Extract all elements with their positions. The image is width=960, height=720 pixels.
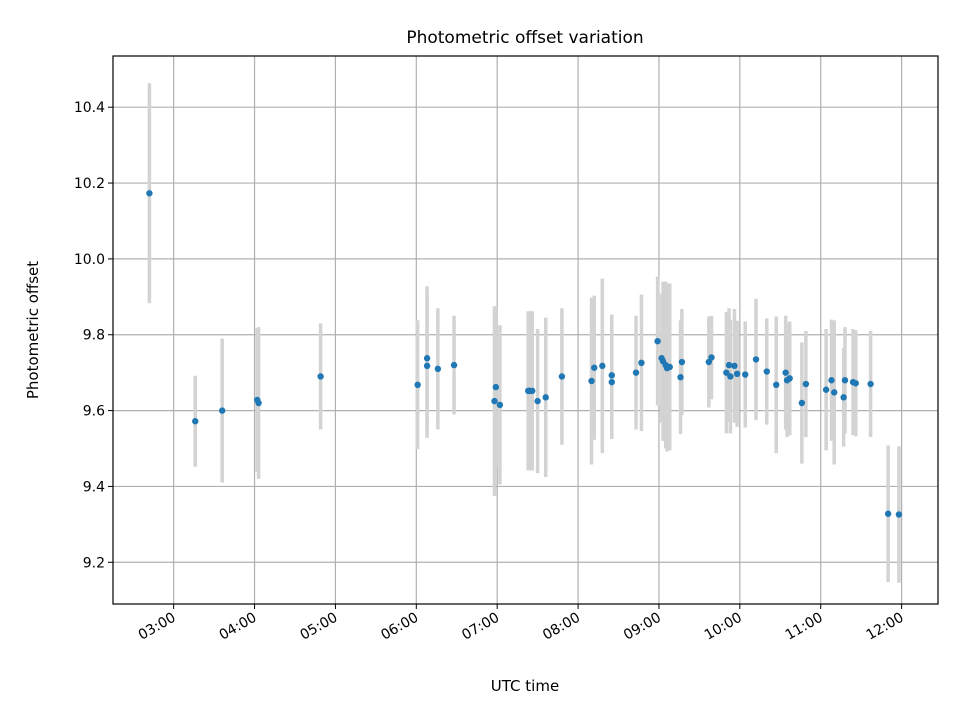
data-point <box>727 373 734 380</box>
data-point <box>763 368 770 375</box>
plot-frame <box>112 55 939 605</box>
y-axis-label: Photometric offset <box>24 261 42 399</box>
data-point <box>317 373 324 380</box>
data-point <box>895 511 903 518</box>
data-point <box>725 361 733 369</box>
data-point <box>423 355 431 362</box>
chart-title: Photometric offset variation <box>406 28 643 48</box>
data-point <box>146 190 153 197</box>
data-point <box>708 354 715 361</box>
data-point <box>534 397 541 405</box>
data-point <box>608 372 615 379</box>
x-tick-label: 04:00 <box>217 610 260 644</box>
data-point <box>632 369 640 376</box>
data-point <box>677 374 684 381</box>
data-point <box>192 418 199 425</box>
data-point <box>802 380 810 388</box>
data-point <box>591 364 598 371</box>
data-point <box>599 362 606 370</box>
data-point <box>542 394 549 401</box>
data-point <box>654 337 661 345</box>
data-point <box>678 358 686 366</box>
data-point <box>773 381 780 388</box>
x-tick-label: 07:00 <box>459 610 502 644</box>
x-axis-label: UTC time <box>491 677 559 695</box>
data-point <box>450 361 458 369</box>
data-point <box>414 381 421 388</box>
x-tick-label: 03:00 <box>136 610 179 644</box>
data-point <box>491 397 498 405</box>
data-point <box>841 377 849 384</box>
data-point <box>588 377 595 385</box>
y-tick-label: 10.4 <box>74 100 105 116</box>
data-point <box>742 371 749 378</box>
data-layer <box>146 83 903 583</box>
data-point <box>638 359 645 367</box>
data-point <box>828 377 835 384</box>
x-tick-label: 11:00 <box>783 610 826 644</box>
x-tick-label: 06:00 <box>378 610 421 644</box>
data-point <box>752 356 760 363</box>
data-point <box>852 380 859 387</box>
y-tick-label: 9.8 <box>83 328 105 344</box>
x-tick-label: 10:00 <box>702 610 745 644</box>
data-point <box>255 399 262 407</box>
data-point <box>822 386 830 393</box>
x-tick-label: 09:00 <box>621 610 664 644</box>
x-tick-label: 08:00 <box>540 610 583 644</box>
data-point <box>867 380 874 388</box>
y-tick-label: 9.4 <box>83 479 105 495</box>
data-point <box>723 369 730 376</box>
data-point <box>798 399 806 407</box>
data-point <box>434 365 442 373</box>
x-tick-label: 05:00 <box>297 610 340 644</box>
data-point <box>558 373 566 380</box>
data-point <box>492 383 500 391</box>
data-point <box>423 362 431 370</box>
data-point <box>840 394 847 401</box>
data-point <box>529 387 536 395</box>
x-tick-label: 12:00 <box>864 610 907 644</box>
y-tick-label: 9.6 <box>83 404 105 420</box>
data-point <box>731 362 738 370</box>
data-point <box>884 510 892 517</box>
data-point <box>218 407 226 414</box>
data-point <box>831 389 838 396</box>
data-point <box>496 401 504 409</box>
data-point <box>666 363 673 371</box>
y-tick-label: 9.2 <box>83 555 105 571</box>
data-point <box>608 378 615 386</box>
y-tick-label: 10.0 <box>74 252 105 268</box>
y-tick-label: 10.2 <box>74 176 105 192</box>
data-point <box>786 375 793 382</box>
data-point <box>782 369 789 376</box>
grid-layer <box>113 56 938 604</box>
data-point <box>733 370 741 378</box>
